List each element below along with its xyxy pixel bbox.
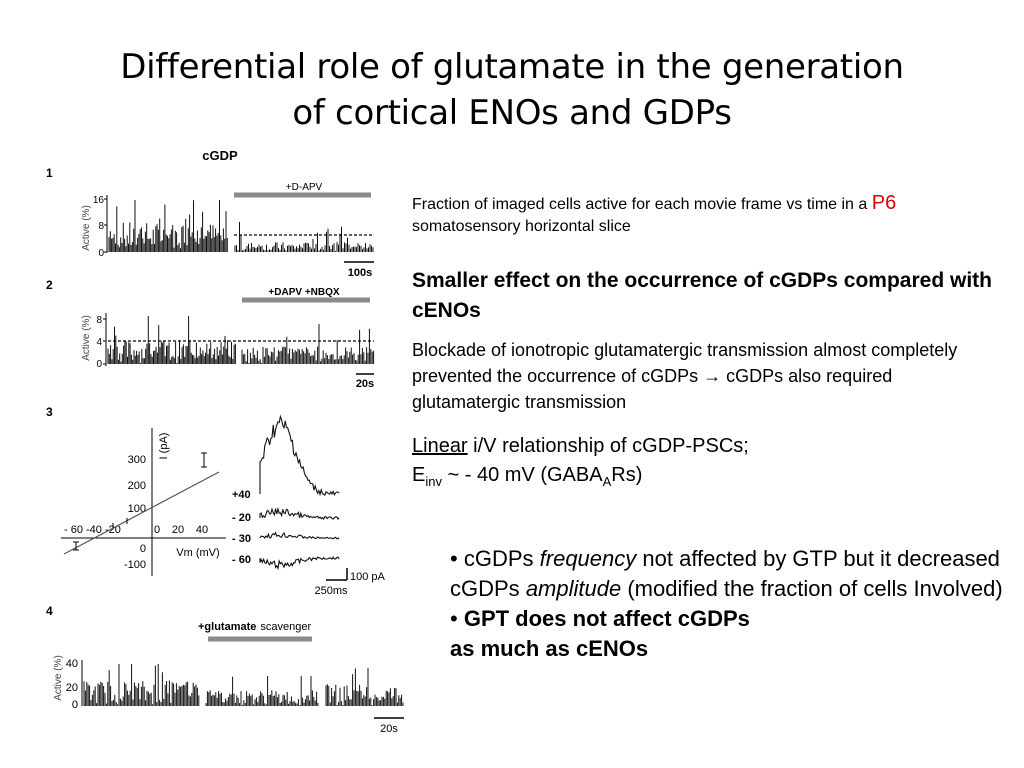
- iv-ytick-300: 300: [128, 454, 146, 466]
- panel-4-ytick-0: 0: [72, 699, 78, 711]
- amplitude-word: amplitude: [525, 576, 622, 601]
- trace-label-plus40: +40: [232, 489, 251, 501]
- linear-rest: i/V relationship of cGDP-PSCs;: [473, 435, 749, 457]
- panel-1-number: 1: [46, 166, 53, 180]
- bullet-1: • cGDPs frequency not affected by GTP bu…: [450, 546, 1003, 601]
- panel-1-ylabel: Active (%): [81, 205, 92, 251]
- panel-2-ylabel: Active (%): [81, 315, 92, 361]
- tr1b-bars: [234, 222, 374, 252]
- iv-ytick-100: 100: [128, 503, 146, 515]
- panel-1-scale: 100s: [348, 267, 372, 279]
- bullet-list: • cGDPs frequency not affected by GTP bu…: [450, 544, 1010, 664]
- trace-label-minus30: - 30: [232, 533, 251, 545]
- panel-4: 4 +glutamate scavenger Active (%) 40 20 0…: [46, 604, 404, 735]
- iv-xtick-40: 40: [196, 524, 208, 536]
- panel-4-number: 4: [46, 604, 53, 618]
- panel-1-activity-trace-drug: [234, 222, 374, 252]
- panel-4-activity-trace-control: [83, 664, 200, 706]
- e-rest: ~ - 40 mV (GABA: [447, 464, 603, 486]
- subheading: Smaller effect on the occurrence of cGDP…: [412, 269, 992, 322]
- panel-4-activity-trace-wash: [325, 668, 404, 706]
- figure-caption: Fraction of imaged cells active for each…: [412, 192, 1002, 238]
- panel-2: 2 +DAPV +NBQX Active (%) 8 4 0 20s: [46, 278, 374, 390]
- panel-4-ytick-20: 20: [66, 682, 78, 694]
- bullet-2: • GPT does not affect cGDPs as much as c…: [450, 606, 750, 661]
- tr4a-bars: [83, 664, 200, 706]
- trace-minus20: [259, 506, 340, 521]
- panel-1-ytick-16: 16: [93, 195, 105, 206]
- iv-ytick-0: 0: [140, 543, 146, 555]
- panel-4-ytick-40: 40: [66, 658, 78, 670]
- iv-y-label: I (pA): [158, 433, 170, 460]
- linear-word: Linear: [412, 435, 468, 457]
- trL3-path: [259, 531, 340, 540]
- e-inv: Einv: [412, 464, 442, 489]
- title-line-1: Differential role of glutamate in the ge…: [120, 47, 904, 87]
- tr4b-bars: [205, 676, 319, 706]
- iv-xtick-20: 20: [172, 524, 184, 536]
- tr2a-bars: [107, 316, 236, 364]
- caption-text-b: somatosensory horizontal slice: [412, 218, 631, 235]
- tr1a-bars: [108, 200, 228, 252]
- iv-xticks-negative: - 60 -40 -20: [64, 524, 121, 536]
- trL4-path: [259, 556, 340, 571]
- panel-1-ytick-8: 8: [98, 221, 104, 232]
- panel-1-treatment: +D-APV: [286, 182, 323, 193]
- iv-ytick-neg100: -100: [124, 559, 146, 571]
- caption-text-a: Fraction of imaged cells active for each…: [412, 196, 868, 213]
- iv-data-points: [73, 452, 207, 551]
- panel-4-activity-trace-scavenger: [205, 676, 319, 706]
- panel-1-ytick-0: 0: [98, 248, 104, 259]
- trace-minus30: [259, 531, 340, 540]
- iv-ytick-200: 200: [128, 480, 146, 492]
- trace-label-minus20: - 20: [232, 512, 251, 524]
- panel-2-scale: 20s: [356, 378, 374, 390]
- panel-title: cGDP: [202, 148, 238, 163]
- iv-x-label: Vm (mV): [176, 547, 219, 559]
- panel-1-activity-trace-control: [108, 200, 228, 252]
- panel-4-treatment: +glutamate scavenger: [198, 621, 311, 633]
- scale-current: 100 pA: [350, 571, 386, 583]
- figure-panels: cGDP 1 +D-APV Active (%) 16 8 0 100s 2 +…: [46, 148, 404, 735]
- slide-title: Differential role of glutamate in the ge…: [40, 44, 984, 136]
- caption-age: P6: [871, 192, 897, 214]
- panel-3: 3 I (pA) 300 200 100 0 -100 - 60 -40 -20…: [46, 405, 386, 597]
- iv-xtick-0: 0: [154, 524, 160, 536]
- title-line-2: of cortical ENOs and GDPs: [292, 93, 732, 133]
- panel-2-number: 2: [46, 278, 53, 292]
- panel-3-number: 3: [46, 405, 53, 419]
- panel-4-ylabel: Active (%): [53, 655, 64, 701]
- tr2b-bars: [241, 324, 375, 364]
- panel-2-treatment: +DAPV +NBQX: [268, 287, 339, 298]
- trace-minus60: [259, 556, 340, 571]
- iv-fit-line: [63, 471, 220, 555]
- trL2-path: [259, 506, 340, 521]
- gaba-a-sub: A: [602, 474, 612, 489]
- trLT-path: [259, 414, 340, 497]
- blockade-paragraph: Blockade of ionotropic glutamatergic tra…: [412, 340, 958, 412]
- panel-2-ytick-4: 4: [96, 337, 102, 348]
- tr4c-bars: [325, 668, 404, 706]
- panel-2-ytick-0: 0: [96, 359, 102, 370]
- panel-1: 1 +D-APV Active (%) 16 8 0 100s: [46, 166, 374, 279]
- panel-2-activity-trace-drug: [241, 324, 375, 364]
- panel-2-ytick-8: 8: [96, 315, 102, 326]
- trace-label-minus60: - 60: [232, 554, 251, 566]
- panel-4-scale: 20s: [380, 723, 398, 735]
- frequency-word: frequency: [539, 546, 637, 571]
- rs-text: Rs): [611, 464, 643, 486]
- scale-time: 250ms: [314, 585, 348, 597]
- iv-paragraph: Linear i/V relationship of cGDP-PSCs; Ei…: [412, 432, 1002, 496]
- panel-2-activity-trace-control: [107, 316, 236, 364]
- trace-plus40: [259, 414, 340, 497]
